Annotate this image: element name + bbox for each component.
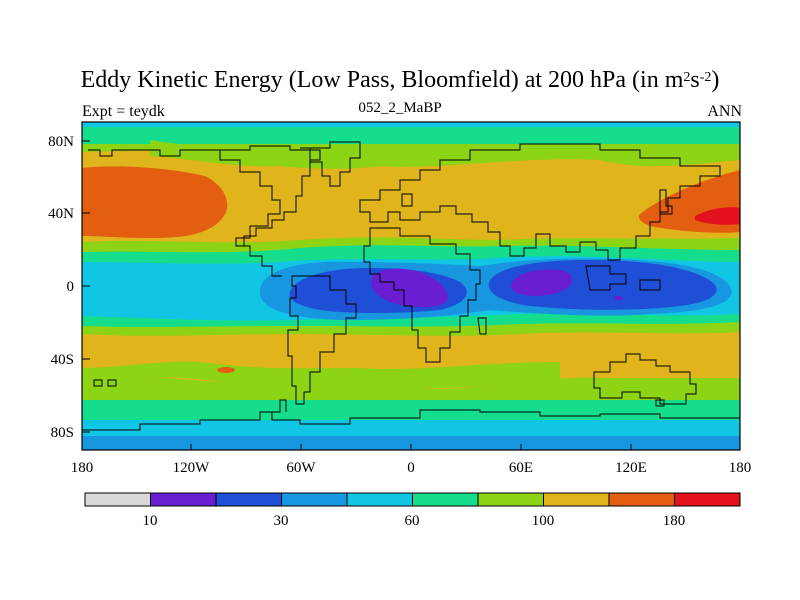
experiment-label: Expt = teydk xyxy=(82,103,165,120)
lat-tick-label: 0 xyxy=(67,279,75,295)
contour-field xyxy=(82,122,740,450)
coastline-madagascar xyxy=(477,317,487,335)
coastline-central-america xyxy=(236,245,282,277)
field-south-atlantic-spot xyxy=(217,367,235,373)
coastline-australia xyxy=(593,353,697,405)
coastline-small-island-2 xyxy=(107,379,117,387)
colorbar-label: 60 xyxy=(405,513,420,529)
colorbar-label: 100 xyxy=(532,513,555,529)
lat-tick-label: 80S xyxy=(51,425,74,441)
lat-tick-label: 40S xyxy=(51,352,74,368)
field-south-lowlat-spot xyxy=(360,172,480,200)
colorbar-swatch xyxy=(215,492,282,507)
field-tropics-min-africa xyxy=(371,268,448,308)
field-north-jet-pacific xyxy=(82,166,228,238)
colorbar-swatch xyxy=(608,492,675,507)
coastline-antarctica xyxy=(82,409,740,431)
coastlines xyxy=(82,141,740,431)
colorbar-label: 180 xyxy=(663,513,686,529)
colorbar-swatch xyxy=(674,492,741,507)
coastline-uk xyxy=(401,193,413,207)
lon-tick-label: 60W xyxy=(286,460,316,476)
coastline-eurasia xyxy=(359,143,721,261)
colorbar-swatch xyxy=(84,492,151,507)
field-south-blue xyxy=(82,436,740,450)
field-arctic-lowest xyxy=(150,140,400,169)
coastline-maritime xyxy=(585,265,661,291)
lon-tick-label: 180 xyxy=(729,460,752,476)
lon-tick-label: 60E xyxy=(509,460,533,476)
chart-subtitle: 052_2_MaBP xyxy=(358,100,442,116)
colorbar-swatch xyxy=(281,492,348,507)
colorbar-swatch xyxy=(477,492,544,507)
field-north-polar-band xyxy=(82,122,740,144)
lon-tick-label: 0 xyxy=(407,460,415,476)
coastline-africa xyxy=(363,227,481,363)
colorbar-label: 30 xyxy=(274,513,289,529)
field-north-polar-edge xyxy=(82,122,740,127)
lat-axis: 80N 40N 0 40S 80S xyxy=(48,134,90,441)
field-south-green-lobe xyxy=(82,361,560,392)
coastline-japan xyxy=(659,189,673,215)
colorbar-swatch xyxy=(412,492,479,507)
coastline-antarctic-peninsula xyxy=(272,399,287,413)
lon-axis: 180 120W 60W 0 60E 120E 180 xyxy=(71,444,752,476)
coastline-small-island-1 xyxy=(93,379,103,387)
lat-tick-label: 80N xyxy=(48,134,74,150)
coastline-north-america xyxy=(88,145,321,247)
field-north-jet-core xyxy=(695,207,740,225)
colorbar: 10 30 60 100 180 xyxy=(84,492,741,529)
lon-tick-label: 120W xyxy=(173,460,211,476)
lon-tick-label: 180 xyxy=(71,460,94,476)
period-label: ANN xyxy=(707,103,742,120)
chart-title: Eddy Kinetic Energy (Low Pass, Bloomfiel… xyxy=(80,67,720,93)
coastline-greenland xyxy=(300,141,361,187)
field-tropics-min-indo xyxy=(511,269,573,296)
colorbar-swatch xyxy=(150,492,217,507)
colorbar-swatch xyxy=(543,492,610,507)
field-tropics-min-small xyxy=(613,296,623,300)
coastline-small-island-3 xyxy=(655,399,665,407)
lon-tick-label: 120E xyxy=(615,460,647,476)
colorbar-swatch xyxy=(346,492,413,507)
coastline-south-america xyxy=(287,275,357,405)
lat-tick-label: 40N xyxy=(48,206,74,222)
colorbar-label: 10 xyxy=(143,513,158,529)
